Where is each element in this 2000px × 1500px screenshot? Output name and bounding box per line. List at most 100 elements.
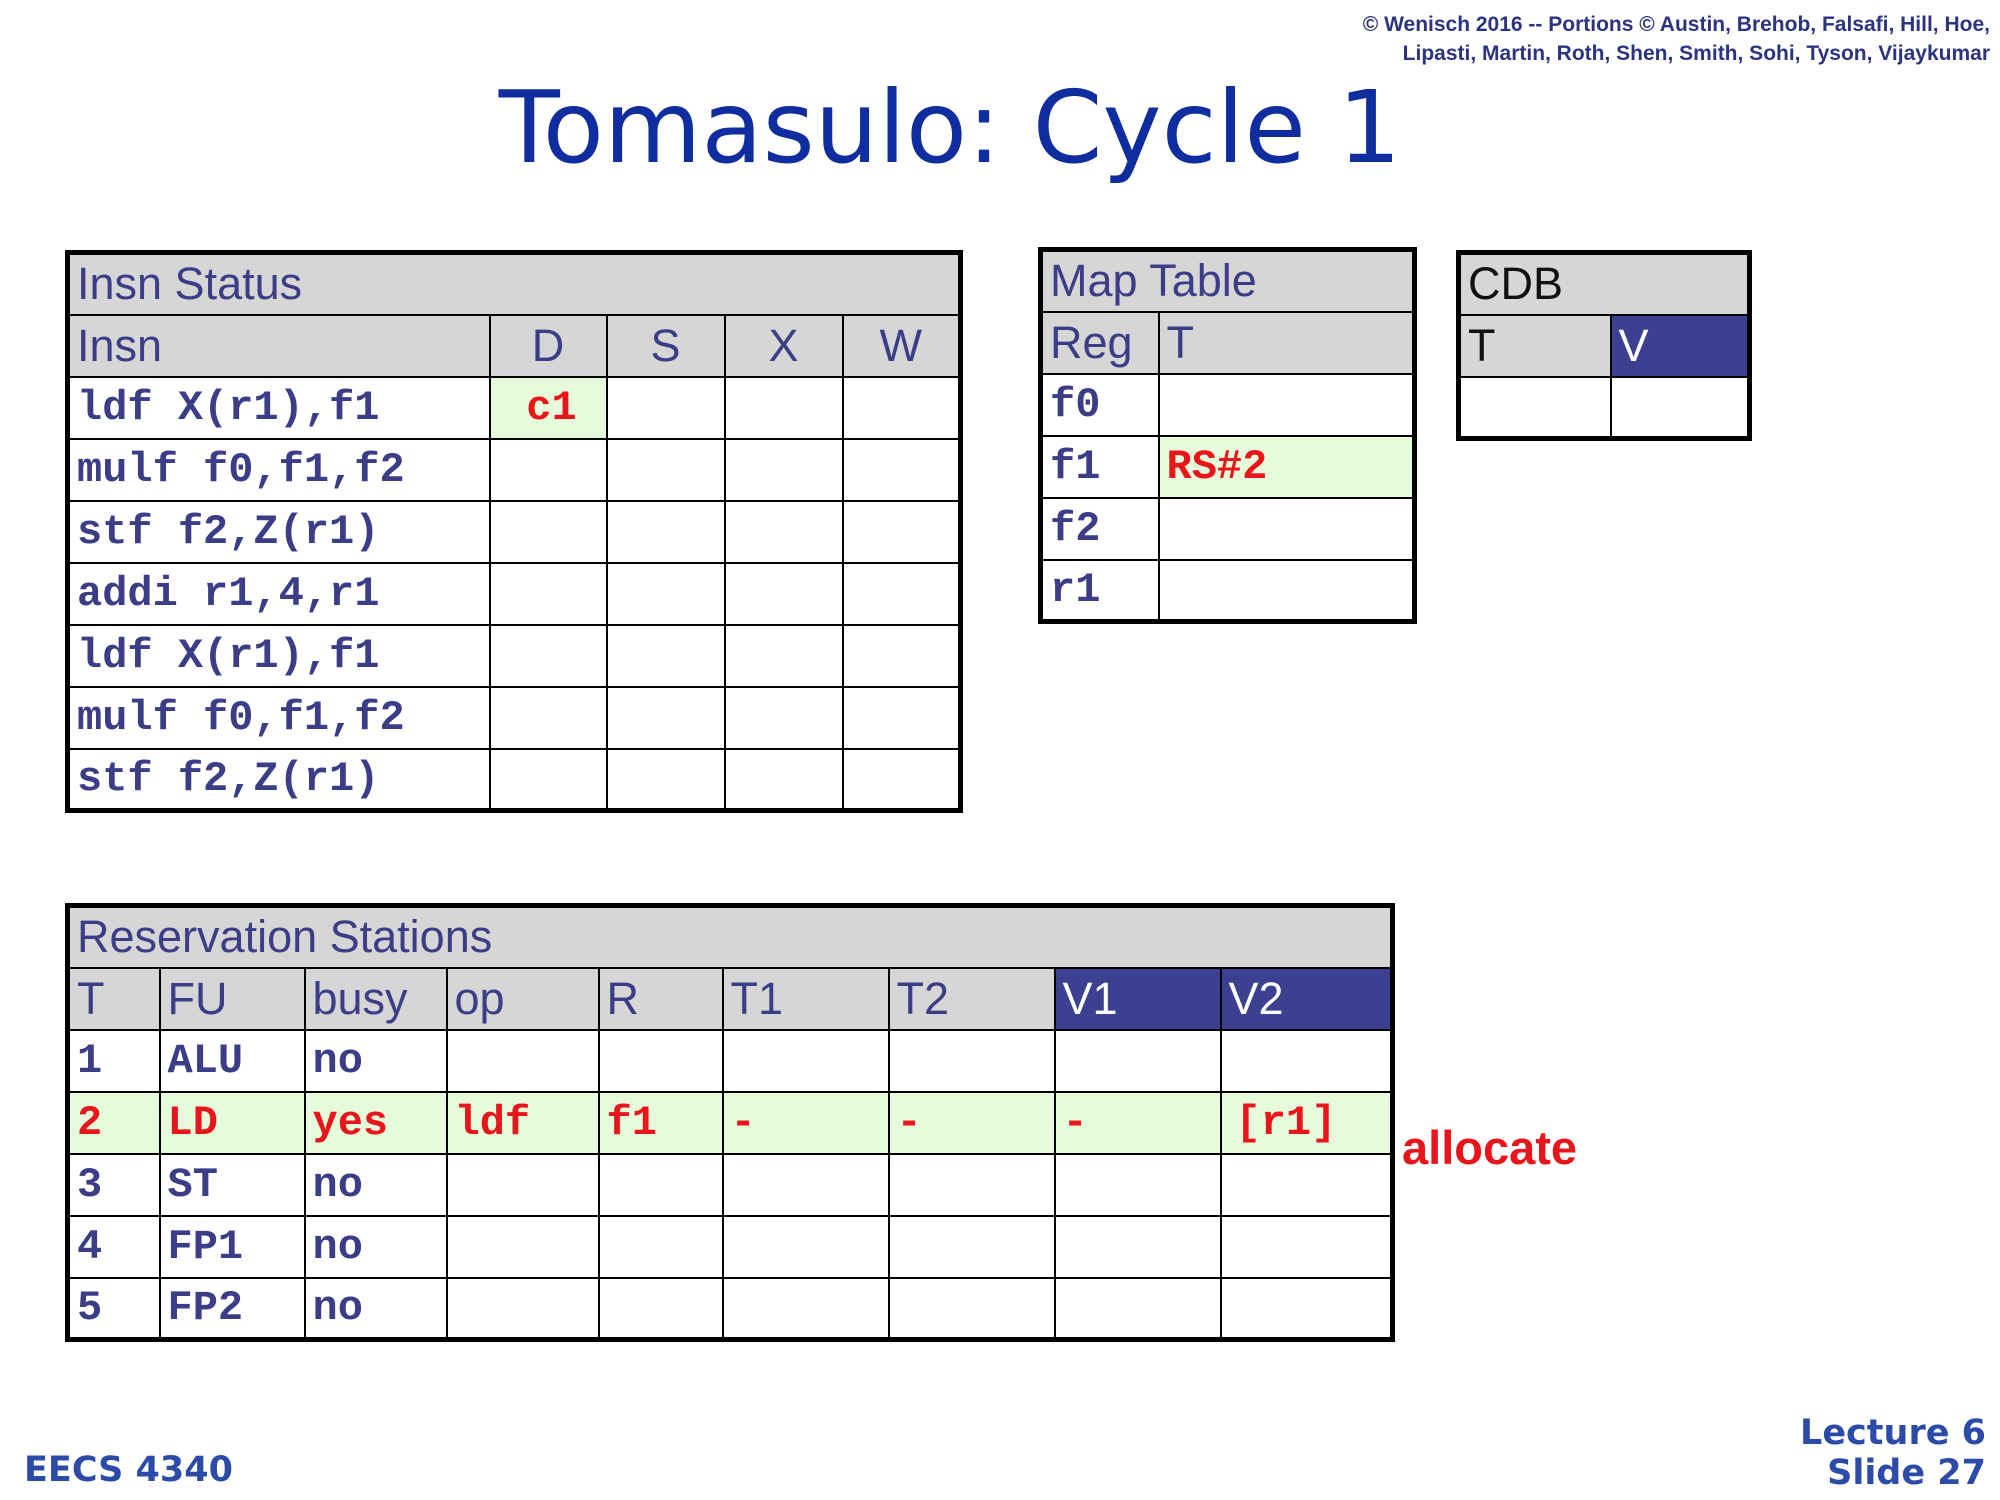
tag-cell: [1157, 372, 1416, 437]
rs-op-cell: ldf: [445, 1090, 600, 1155]
col-header-reg: Reg: [1039, 310, 1160, 375]
table-row: f0: [1039, 372, 1416, 437]
table-row: stf f2,Z(r1): [66, 747, 962, 812]
col-header-t2: T2: [887, 966, 1056, 1031]
rs-v1-cell: [1053, 1214, 1222, 1279]
writeback-cell: [841, 561, 962, 626]
table-row: ldf X(r1),f1 c1: [66, 375, 962, 440]
col-header-w: W: [841, 313, 962, 378]
writeback-cell: [841, 437, 962, 502]
table-row: mulf f0,f1,f2: [66, 685, 962, 750]
rs-fu-cell: LD: [158, 1090, 306, 1155]
table-row: 3 ST no: [66, 1152, 1394, 1217]
course-label: EECS 4340: [24, 1450, 233, 1490]
allocate-annotation: allocate: [1402, 1121, 1578, 1174]
col-header-busy: busy: [303, 966, 448, 1031]
rs-t2-cell: [887, 1152, 1056, 1217]
rs-fu-cell: ST: [158, 1152, 306, 1217]
reg-cell: f1: [1039, 434, 1160, 499]
rs-v2-cell: [1219, 1214, 1394, 1279]
insn-cell: ldf X(r1),f1: [66, 623, 491, 688]
cdb-title: CDB: [1457, 251, 1751, 316]
insn-cell: mulf f0,f1,f2: [66, 685, 491, 750]
rs-busy-cell: no: [303, 1028, 448, 1093]
rs-v1-cell: -: [1053, 1090, 1222, 1155]
issue-cell: [605, 437, 726, 502]
rs-r-cell: [597, 1152, 724, 1217]
rs-v2-cell: [r1]: [1219, 1090, 1394, 1155]
col-header-x: X: [723, 313, 844, 378]
rs-v1-cell: [1053, 1028, 1222, 1093]
table-row-highlighted: 2 LD yes ldf f1 - - - [r1]: [66, 1090, 1394, 1155]
col-header-op: op: [445, 966, 600, 1031]
rs-r-cell: [597, 1214, 724, 1279]
cdb-value-cell: [1609, 375, 1751, 440]
slide-info: Lecture 6 Slide 27: [1800, 1413, 1986, 1493]
insn-cell: stf f2,Z(r1): [66, 747, 491, 812]
rs-tag-cell: 3: [66, 1152, 161, 1217]
reservation-stations-title: Reservation Stations: [66, 904, 1394, 969]
table-row: stf f2,Z(r1): [66, 499, 962, 564]
reg-cell: f0: [1039, 372, 1160, 437]
rs-t1-cell: -: [721, 1090, 890, 1155]
table-row: ldf X(r1),f1: [66, 623, 962, 688]
rs-t1-cell: [721, 1028, 890, 1093]
rs-t2-cell: [887, 1276, 1056, 1341]
col-header-v2: V2: [1219, 966, 1394, 1031]
col-header-s: S: [605, 313, 726, 378]
col-header-r: R: [597, 966, 724, 1031]
execute-cell: [723, 561, 844, 626]
tag-cell: [1157, 558, 1416, 623]
writeback-cell: [841, 499, 962, 564]
rs-t2-cell: [887, 1214, 1056, 1279]
slide-title: Tomasulo: Cycle 1: [498, 69, 1402, 186]
rs-op-cell: [445, 1028, 600, 1093]
issue-cell: [605, 499, 726, 564]
map-table: Map Table Reg T f0 f1 RS#2 f2 r1: [1038, 247, 1417, 624]
writeback-cell: [841, 747, 962, 812]
dispatch-cell: [488, 623, 608, 688]
dispatch-cell: [488, 685, 608, 750]
issue-cell: [605, 747, 726, 812]
tag-cell: RS#2: [1157, 434, 1416, 499]
table-row: 5 FP2 no: [66, 1276, 1394, 1341]
col-header-tag: T: [1157, 310, 1416, 375]
rs-tag-cell: 4: [66, 1214, 161, 1279]
table-row: mulf f0,f1,f2: [66, 437, 962, 502]
rs-tag-cell: 2: [66, 1090, 161, 1155]
tag-cell: [1157, 496, 1416, 561]
rs-tag-cell: 1: [66, 1028, 161, 1093]
col-header-t1: T1: [721, 966, 890, 1031]
table-row: 4 FP1 no: [66, 1214, 1394, 1279]
reservation-stations-table: Reservation Stations T FU busy op R T1 T…: [65, 903, 1395, 1342]
rs-t1-cell: [721, 1152, 890, 1217]
reg-cell: f2: [1039, 496, 1160, 561]
col-header-cdb-tag: T: [1457, 313, 1612, 378]
cdb-table: CDB T V: [1456, 250, 1753, 441]
rs-v1-cell: [1053, 1276, 1222, 1341]
writeback-cell: [841, 375, 962, 440]
dispatch-cell: c1: [488, 375, 608, 440]
rs-fu-cell: FP2: [158, 1276, 306, 1341]
insn-status-table: Insn Status Insn D S X W ldf X(r1),f1 c1…: [65, 250, 964, 813]
issue-cell: [605, 685, 726, 750]
dispatch-cell: [488, 499, 608, 564]
rs-fu-cell: FP1: [158, 1214, 306, 1279]
rs-v1-cell: [1053, 1152, 1222, 1217]
insn-cell: addi r1,4,r1: [66, 561, 491, 626]
issue-cell: [605, 561, 726, 626]
copyright-line-2: Lipasti, Martin, Roth, Shen, Smith, Sohi…: [1402, 42, 1990, 65]
execute-cell: [723, 499, 844, 564]
copyright-line-1: © Wenisch 2016 -- Portions © Austin, Bre…: [1362, 13, 1990, 36]
rs-t1-cell: [721, 1214, 890, 1279]
rs-busy-cell: no: [303, 1152, 448, 1217]
rs-r-cell: [597, 1028, 724, 1093]
col-header-insn: Insn: [66, 313, 491, 378]
rs-r-cell: f1: [597, 1090, 724, 1155]
execute-cell: [723, 623, 844, 688]
rs-v2-cell: [1219, 1152, 1394, 1217]
rs-tag-cell: 5: [66, 1276, 161, 1341]
rs-busy-cell: yes: [303, 1090, 448, 1155]
col-header-cdb-value: V: [1609, 313, 1751, 378]
rs-busy-cell: no: [303, 1276, 448, 1341]
